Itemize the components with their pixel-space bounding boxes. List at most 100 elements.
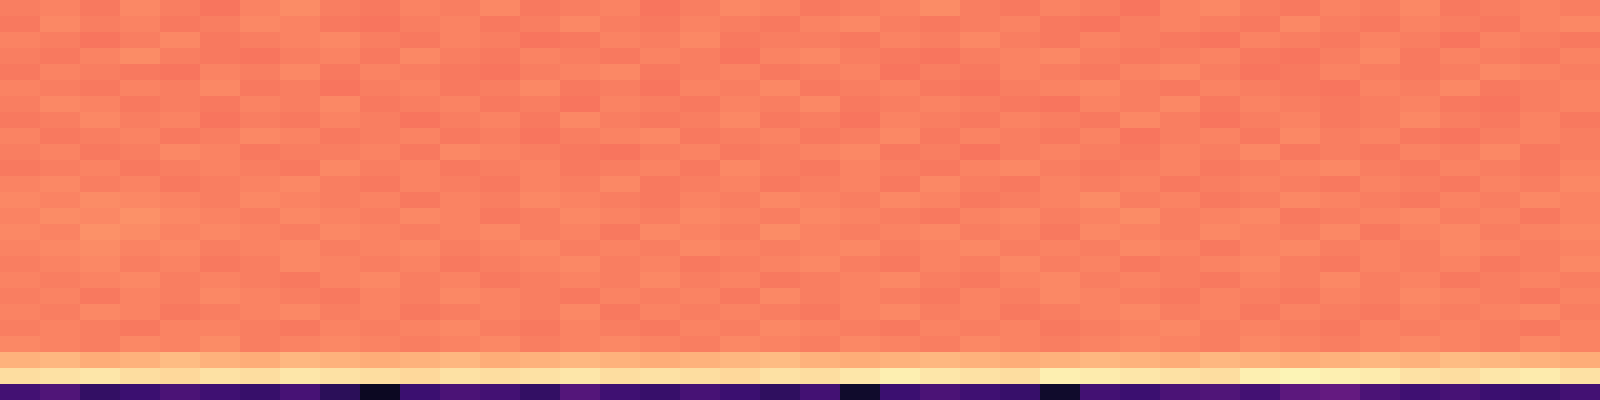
heatmap-cell: [360, 48, 401, 65]
heatmap-cell: [520, 0, 561, 17]
heatmap-cell: [1400, 208, 1441, 225]
heatmap-cell: [920, 256, 961, 273]
heatmap-cell: [440, 48, 481, 65]
heatmap-cell: [1520, 80, 1561, 97]
heatmap-cell: [880, 144, 921, 161]
heatmap-cell: [840, 48, 881, 65]
heatmap-cell: [440, 384, 481, 400]
heatmap-cell: [720, 128, 761, 145]
heatmap-cell: [160, 240, 201, 257]
heatmap-cell: [280, 0, 321, 17]
heatmap-cell: [360, 64, 401, 81]
heatmap-cell: [1040, 80, 1081, 97]
heatmap-cell: [1160, 320, 1201, 337]
heatmap-cell: [1280, 192, 1321, 209]
heatmap-cell: [560, 304, 601, 321]
heatmap-cell: [0, 16, 41, 33]
heatmap-cell: [680, 384, 721, 400]
heatmap-cell: [1240, 144, 1281, 161]
heatmap-cell: [80, 256, 121, 273]
heatmap-cell: [560, 0, 601, 17]
heatmap-cell: [1200, 288, 1241, 305]
heatmap-cell: [120, 288, 161, 305]
heatmap-cell: [360, 352, 401, 369]
heatmap-cell: [280, 48, 321, 65]
heatmap-cell: [720, 336, 761, 353]
heatmap-cell: [880, 288, 921, 305]
heatmap-cell: [160, 176, 201, 193]
heatmap-cell: [480, 176, 521, 193]
heatmap-cell: [560, 288, 601, 305]
heatmap-cell: [960, 304, 1001, 321]
heatmap-cell: [360, 80, 401, 97]
heatmap-cell: [840, 336, 881, 353]
heatmap-cell: [760, 272, 801, 289]
heatmap-cell: [120, 128, 161, 145]
heatmap-cell: [320, 176, 361, 193]
heatmap-cell: [1080, 96, 1121, 113]
heatmap-cell: [960, 320, 1001, 337]
heatmap-cell: [1120, 32, 1161, 49]
heatmap-cell: [160, 48, 201, 65]
heatmap-cell: [760, 384, 801, 400]
heatmap-cell: [960, 240, 1001, 257]
heatmap-cell: [480, 144, 521, 161]
heatmap-cell: [680, 160, 721, 177]
heatmap-cell: [1160, 352, 1201, 369]
heatmap-cell: [800, 192, 841, 209]
heatmap-cell: [40, 64, 81, 81]
heatmap-cell: [560, 96, 601, 113]
heatmap-cell: [40, 32, 81, 49]
heatmap-cell: [880, 64, 921, 81]
heatmap-cell: [800, 64, 841, 81]
heatmap-cell: [80, 384, 121, 400]
heatmap-cell: [1160, 128, 1201, 145]
heatmap-cell: [760, 336, 801, 353]
heatmap-cell: [1520, 256, 1561, 273]
heatmap-cell: [920, 0, 961, 17]
heatmap-cell: [400, 384, 441, 400]
heatmap-cell: [880, 336, 921, 353]
heatmap-cell: [1400, 224, 1441, 241]
heatmap-cell: [0, 304, 41, 321]
heatmap-cell: [720, 240, 761, 257]
heatmap-cell: [80, 48, 121, 65]
heatmap-cell: [1440, 0, 1481, 17]
heatmap-cell: [1040, 144, 1081, 161]
heatmap-cell: [200, 176, 241, 193]
heatmap-cell: [1480, 368, 1521, 385]
heatmap-cell: [0, 208, 41, 225]
heatmap-cell: [120, 32, 161, 49]
heatmap-cell: [240, 0, 281, 17]
heatmap-cell: [120, 368, 161, 385]
heatmap-cell: [840, 128, 881, 145]
heatmap-cell: [1280, 96, 1321, 113]
heatmap-cell: [680, 240, 721, 257]
heatmap-cell: [680, 352, 721, 369]
heatmap-cell: [1480, 192, 1521, 209]
heatmap-cell: [0, 224, 41, 241]
heatmap-cell: [400, 304, 441, 321]
heatmap-cell: [600, 176, 641, 193]
heatmap-cell: [600, 288, 641, 305]
heatmap-cell: [1120, 336, 1161, 353]
heatmap-cell: [840, 32, 881, 49]
heatmap-cell: [840, 192, 881, 209]
heatmap-cell: [400, 0, 441, 17]
heatmap-cell: [240, 160, 281, 177]
heatmap-cell: [1440, 224, 1481, 241]
heatmap-cell: [1400, 336, 1441, 353]
heatmap-cell: [280, 32, 321, 49]
heatmap-cell: [1400, 320, 1441, 337]
heatmap-cell: [160, 352, 201, 369]
heatmap-cell: [680, 224, 721, 241]
heatmap-cell: [880, 272, 921, 289]
heatmap-cell: [200, 80, 241, 97]
heatmap-cell: [560, 320, 601, 337]
heatmap-cell: [880, 48, 921, 65]
heatmap-cell: [1320, 0, 1361, 17]
heatmap-cell: [640, 384, 681, 400]
heatmap-cell: [1520, 272, 1561, 289]
heatmap-cell: [520, 80, 561, 97]
heatmap-cell: [1120, 80, 1161, 97]
